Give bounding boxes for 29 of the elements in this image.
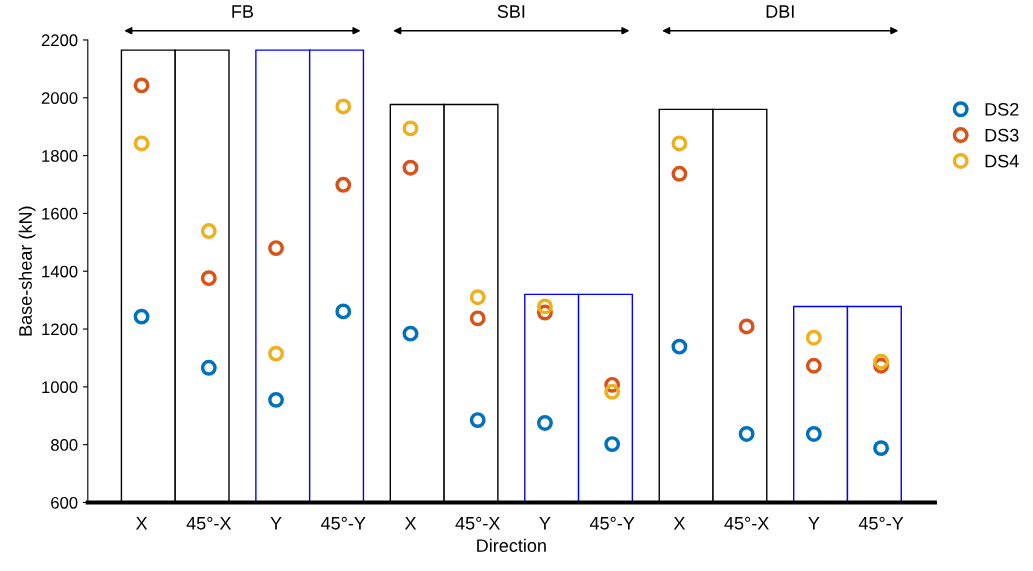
y-tick-label: 1800 xyxy=(42,150,78,162)
legend-label: DS4 xyxy=(985,154,1019,168)
legend-label: DS3 xyxy=(985,128,1019,142)
text: SBI xyxy=(497,5,525,18)
x-tick-label: 45°-Y xyxy=(589,516,635,530)
y-tick-label: 1600 xyxy=(42,207,78,220)
x-tick-label: X xyxy=(404,517,417,530)
x-tick-label: Y xyxy=(270,517,282,530)
x-tick-label: Y xyxy=(808,517,820,530)
x-axis-title: Direction xyxy=(477,538,546,553)
x-tick-label: X xyxy=(135,517,148,530)
text: DBI xyxy=(766,5,794,18)
x-tick-label: 45°-Y xyxy=(858,516,904,530)
y-tick-label: 1400 xyxy=(42,265,78,278)
y-tick-label: 2000 xyxy=(41,92,78,104)
x-tick-label: X xyxy=(673,517,686,530)
legend-label: DS2 xyxy=(985,102,1019,116)
y-tick-label: 1000 xyxy=(42,381,78,394)
y-tick-label: 2200 xyxy=(41,34,78,47)
y-axis-title: Base-shear (kN) xyxy=(18,206,36,336)
y-tick-label: 800 xyxy=(51,439,78,451)
x-tick-label: 45°-X xyxy=(186,516,232,530)
text: FB xyxy=(232,5,254,18)
x-tick-label: 45°-Y xyxy=(321,516,366,530)
x-tick-label: 45°-X xyxy=(455,516,501,530)
y-tick-label: 600 xyxy=(51,496,78,509)
x-tick-label: 45°-X xyxy=(724,516,769,530)
y-tick-label: 1200 xyxy=(42,323,78,336)
x-tick-label: Y xyxy=(539,517,551,530)
